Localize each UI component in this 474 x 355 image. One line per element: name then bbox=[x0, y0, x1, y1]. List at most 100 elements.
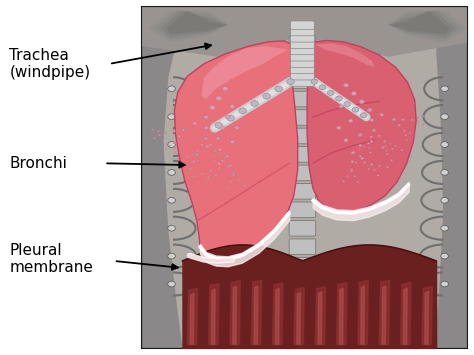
FancyBboxPatch shape bbox=[289, 294, 316, 310]
Circle shape bbox=[360, 113, 367, 118]
Circle shape bbox=[197, 151, 199, 152]
Polygon shape bbox=[297, 293, 301, 344]
Polygon shape bbox=[155, 11, 228, 40]
Circle shape bbox=[370, 136, 373, 138]
Circle shape bbox=[186, 156, 188, 158]
Circle shape bbox=[168, 86, 175, 92]
Polygon shape bbox=[174, 41, 298, 259]
Circle shape bbox=[197, 160, 199, 162]
Circle shape bbox=[203, 115, 209, 119]
Circle shape bbox=[196, 154, 198, 155]
Polygon shape bbox=[315, 43, 374, 67]
Circle shape bbox=[392, 119, 395, 121]
Circle shape bbox=[409, 132, 411, 133]
Circle shape bbox=[392, 118, 396, 121]
FancyBboxPatch shape bbox=[289, 239, 316, 255]
Circle shape bbox=[193, 175, 195, 177]
Circle shape bbox=[164, 132, 165, 133]
Circle shape bbox=[401, 149, 403, 151]
Circle shape bbox=[359, 134, 362, 136]
Polygon shape bbox=[233, 286, 237, 344]
Polygon shape bbox=[318, 292, 322, 344]
Circle shape bbox=[232, 175, 234, 176]
FancyBboxPatch shape bbox=[291, 78, 314, 86]
Circle shape bbox=[348, 119, 353, 122]
Circle shape bbox=[186, 156, 188, 158]
Circle shape bbox=[218, 163, 220, 165]
Polygon shape bbox=[273, 283, 283, 344]
Circle shape bbox=[319, 85, 326, 90]
Circle shape bbox=[422, 124, 424, 125]
Polygon shape bbox=[389, 11, 456, 37]
Circle shape bbox=[168, 197, 175, 203]
Circle shape bbox=[351, 92, 356, 95]
Polygon shape bbox=[149, 11, 228, 43]
Circle shape bbox=[220, 160, 224, 162]
Circle shape bbox=[383, 141, 386, 142]
Circle shape bbox=[351, 168, 353, 170]
Circle shape bbox=[350, 170, 353, 172]
Polygon shape bbox=[337, 283, 347, 344]
FancyBboxPatch shape bbox=[291, 40, 314, 48]
Circle shape bbox=[210, 170, 211, 172]
Circle shape bbox=[415, 135, 416, 136]
Circle shape bbox=[374, 169, 376, 171]
Circle shape bbox=[239, 108, 246, 114]
FancyBboxPatch shape bbox=[289, 165, 316, 181]
Circle shape bbox=[404, 130, 405, 131]
Circle shape bbox=[384, 141, 385, 142]
Circle shape bbox=[370, 163, 373, 165]
Circle shape bbox=[233, 173, 235, 174]
Circle shape bbox=[173, 130, 175, 132]
Circle shape bbox=[398, 124, 401, 126]
Circle shape bbox=[220, 126, 225, 130]
Circle shape bbox=[174, 142, 176, 143]
Circle shape bbox=[205, 137, 208, 140]
Circle shape bbox=[210, 105, 215, 110]
Circle shape bbox=[382, 147, 384, 149]
Circle shape bbox=[287, 79, 294, 84]
Circle shape bbox=[351, 170, 353, 171]
Polygon shape bbox=[315, 287, 326, 344]
Circle shape bbox=[441, 170, 448, 175]
Circle shape bbox=[193, 122, 197, 125]
Circle shape bbox=[201, 173, 203, 174]
Circle shape bbox=[230, 181, 232, 182]
Circle shape bbox=[380, 114, 383, 116]
Circle shape bbox=[352, 152, 355, 154]
Polygon shape bbox=[161, 11, 228, 37]
Circle shape bbox=[168, 142, 175, 147]
Circle shape bbox=[373, 129, 375, 131]
Circle shape bbox=[343, 83, 348, 87]
Polygon shape bbox=[358, 280, 368, 344]
Circle shape bbox=[344, 102, 350, 106]
FancyBboxPatch shape bbox=[291, 21, 314, 29]
Polygon shape bbox=[422, 286, 432, 344]
Circle shape bbox=[205, 137, 208, 140]
Circle shape bbox=[377, 175, 379, 176]
Circle shape bbox=[372, 129, 376, 132]
Circle shape bbox=[222, 87, 228, 91]
Circle shape bbox=[224, 156, 226, 158]
FancyBboxPatch shape bbox=[291, 27, 314, 36]
Polygon shape bbox=[339, 288, 343, 344]
Polygon shape bbox=[361, 286, 365, 344]
Polygon shape bbox=[307, 40, 416, 212]
Circle shape bbox=[368, 109, 372, 111]
Polygon shape bbox=[382, 286, 386, 344]
Circle shape bbox=[192, 161, 195, 163]
Polygon shape bbox=[434, 7, 467, 348]
Circle shape bbox=[197, 155, 199, 157]
Circle shape bbox=[176, 158, 179, 160]
FancyBboxPatch shape bbox=[289, 313, 316, 328]
Circle shape bbox=[384, 141, 385, 142]
FancyBboxPatch shape bbox=[291, 53, 314, 61]
Circle shape bbox=[173, 142, 176, 144]
FancyBboxPatch shape bbox=[289, 220, 316, 236]
Circle shape bbox=[168, 225, 175, 231]
Circle shape bbox=[336, 96, 342, 101]
Circle shape bbox=[367, 142, 370, 144]
Circle shape bbox=[219, 148, 222, 151]
Circle shape bbox=[232, 175, 234, 176]
FancyBboxPatch shape bbox=[289, 202, 316, 218]
